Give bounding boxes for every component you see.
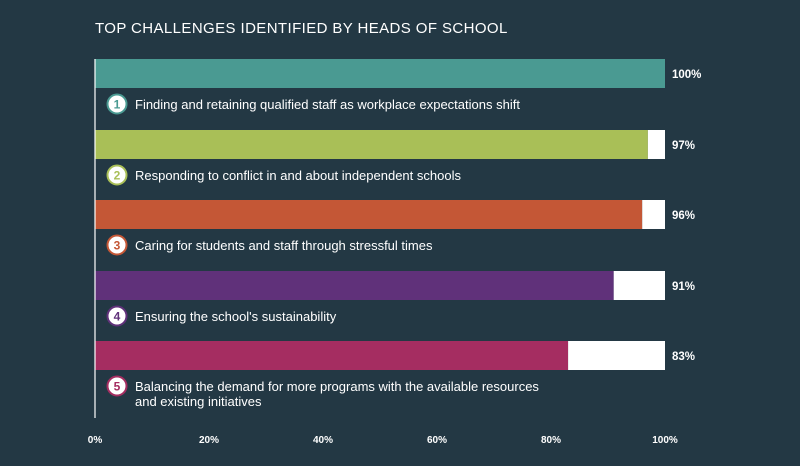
category-label: Ensuring the school's sustainability [135, 309, 337, 324]
rank-badge [106, 234, 128, 256]
rank-badge [106, 164, 128, 186]
bar-remainder [647, 130, 665, 159]
rank-number: 4 [114, 310, 121, 324]
value-label: 83% [672, 351, 695, 363]
category-label: and existing initiatives [135, 394, 262, 409]
bar [95, 200, 643, 229]
rank-badge [106, 375, 128, 397]
x-tick-label: 0% [88, 435, 103, 446]
category-label: Finding and retaining qualified staff as… [135, 97, 520, 112]
category-label: Responding to conflict in and about inde… [135, 168, 461, 183]
x-tick-label: 40% [313, 435, 333, 446]
bar [95, 59, 665, 88]
x-tick-label: 80% [541, 435, 561, 446]
rank-number: 5 [114, 380, 121, 394]
rank-badge [106, 93, 128, 115]
x-tick-label: 100% [652, 435, 678, 446]
value-label: 96% [672, 210, 695, 222]
bar-remainder [613, 271, 665, 300]
bar-remainder [568, 341, 665, 370]
category-label: Balancing the demand for more programs w… [135, 379, 539, 394]
rank-number: 2 [114, 169, 121, 183]
rank-number: 3 [114, 239, 121, 253]
x-tick-label: 20% [199, 435, 219, 446]
value-label: 91% [672, 281, 695, 293]
rank-number: 1 [114, 98, 121, 112]
value-label: 97% [672, 140, 695, 152]
bar [95, 271, 614, 300]
category-label: Caring for students and staff through st… [135, 238, 433, 253]
value-label: 100% [672, 69, 701, 81]
bar [95, 130, 648, 159]
x-tick-label: 60% [427, 435, 447, 446]
rank-badge [106, 305, 128, 327]
chart-title: TOP CHALLENGES IDENTIFIED BY HEADS OF SC… [95, 20, 508, 37]
bar [95, 341, 569, 370]
bar-remainder [642, 200, 665, 229]
